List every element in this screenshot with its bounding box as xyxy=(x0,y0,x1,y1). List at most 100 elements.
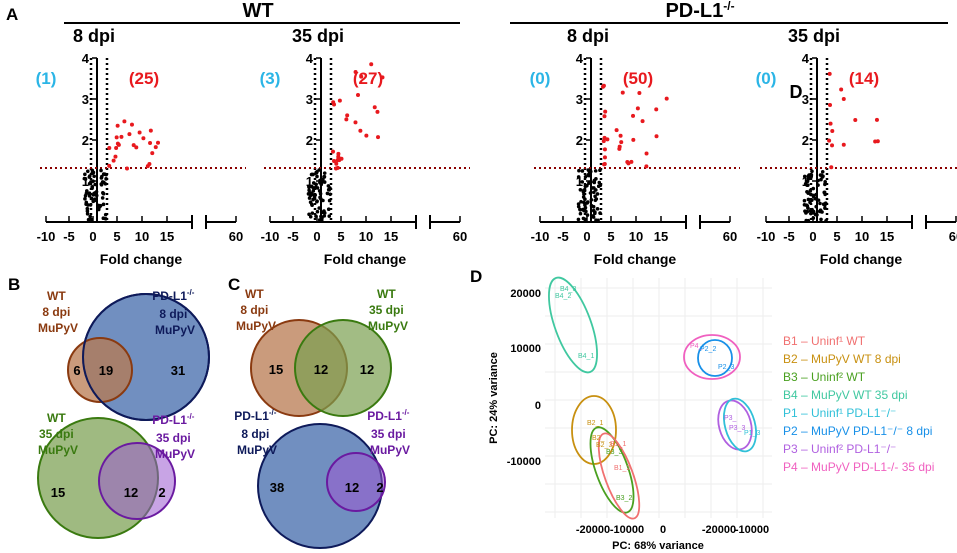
pca-point-label: B1_2 xyxy=(614,465,630,472)
volcano-point-ns xyxy=(596,184,601,189)
volcano-point-up xyxy=(337,98,342,103)
venn-c-top-right-circle xyxy=(294,319,392,417)
pca-point-label: B4_2 xyxy=(555,293,571,300)
pca-legend-item: P1 – Uninf¹ PD-L1⁻/⁻ xyxy=(783,406,896,420)
volcano-x-tick-label: 10 xyxy=(855,229,869,244)
volcano-point-up xyxy=(602,162,607,167)
volcano-point-ns xyxy=(326,207,331,212)
venn-c-bottom: PD-L1-/- 8 dpi MuPyV PD-L1-/- 35 dpi MuP… xyxy=(234,408,410,549)
volcano-up-count: (14) xyxy=(849,69,879,88)
volcano-x-axis-label: Fold change xyxy=(100,251,183,267)
volcano-point-ns xyxy=(103,182,108,186)
volcano-x-tick-label: 15 xyxy=(160,229,174,244)
volcano-point-ns xyxy=(328,186,332,190)
volcano-point-up xyxy=(150,151,155,156)
volcano-point-up xyxy=(114,135,119,140)
venn-b-bottom-right-label: PD-L1-/- 35 dpi MuPyV xyxy=(152,408,198,461)
volcano-y-tick-label: 4 xyxy=(576,51,584,66)
volcano-point-up xyxy=(827,138,832,143)
volcano-point-ns xyxy=(583,217,587,222)
volcano-point-ns xyxy=(809,211,813,216)
venn-b-top-right-label: PD-L1-/- 8 dpi MuPyV xyxy=(152,284,198,337)
volcano-point-up xyxy=(147,161,152,166)
volcano-point-ns xyxy=(313,185,318,190)
pca-y-tick: 20000 xyxy=(510,288,541,300)
volcano-point-ns xyxy=(818,201,822,206)
volcano-point-ns xyxy=(307,185,311,189)
volcano-point-ns xyxy=(82,176,87,181)
volcano-x-tick-label: -10 xyxy=(37,229,56,244)
volcano-point-up xyxy=(617,146,622,151)
volcano-point-ns xyxy=(594,177,598,181)
volcano-point-ns xyxy=(101,202,106,207)
volcano-x-tick-label: -10 xyxy=(757,229,776,244)
volcano-down-count: (1) xyxy=(36,69,57,88)
volcano-point-ns xyxy=(310,211,315,215)
venn-c-bottom-only-left: 38 xyxy=(270,480,284,495)
venn-b-bottom-overlap: 12 xyxy=(124,485,138,500)
pca-point-label: P3_ xyxy=(724,415,737,422)
volcano-point-ns xyxy=(805,204,810,208)
volcano-point-ns xyxy=(579,199,583,204)
venn-b-top-right-outline xyxy=(82,293,210,421)
volcano-x-tick-label: 5 xyxy=(113,229,120,244)
pca-point-label: B2_3 xyxy=(596,442,612,449)
venn-c-top-only-left: 15 xyxy=(269,362,283,377)
pca-x-tick: -10000 xyxy=(735,524,769,536)
volcano-point-up xyxy=(375,109,380,114)
volcano-point-ns xyxy=(811,216,816,220)
volcano-point-up xyxy=(353,120,358,125)
pca-legend: B1 – Uninf¹ WT B2 – MuPyV WT 8 dpi B3 – Un… xyxy=(783,334,934,474)
volcano-point-ns xyxy=(806,218,811,223)
volcano-point-ns xyxy=(589,197,594,202)
volcano-point-ns xyxy=(816,198,821,202)
pca-ellipse-b3 xyxy=(589,426,635,514)
volcano-point-ns xyxy=(596,218,600,223)
volcano-point-ns xyxy=(87,175,92,179)
volcano-plot-1: 8 dpi 1 2 3 4 -10 -5 0 5 10 15 60 Fold change (1) (25) xyxy=(36,26,246,267)
volcano-point-up xyxy=(331,149,336,154)
volcano-point-up xyxy=(601,139,606,144)
volcano-point-ns xyxy=(97,204,102,209)
volcano-point-up xyxy=(339,156,344,161)
volcano-point-up xyxy=(107,163,112,168)
volcano-point-up xyxy=(148,141,153,146)
volcano-point-ns xyxy=(90,171,95,176)
volcano-point-up xyxy=(336,151,341,156)
volcano-point-ns xyxy=(328,192,332,197)
volcano-point-ns xyxy=(325,191,330,196)
volcano-up-count: (25) xyxy=(129,69,159,88)
volcano-time-label: 8 dpi xyxy=(567,26,609,46)
pdl1-group-header: PD-L1-/- xyxy=(665,0,734,22)
volcano-x-tick-label: 15 xyxy=(880,229,894,244)
pca-ellipse-b4 xyxy=(548,276,598,374)
volcano-y-tick-label: 2 xyxy=(576,133,583,148)
volcano-point-ns xyxy=(86,217,91,222)
volcano-point-ns xyxy=(809,173,814,177)
volcano-point-ns xyxy=(311,189,316,193)
volcano-point-ns xyxy=(820,169,825,174)
volcano-point-ns xyxy=(823,206,827,210)
venn-c-bottom-right-circle xyxy=(326,452,386,512)
volcano-point-ns xyxy=(89,196,94,201)
volcano-point-up xyxy=(853,118,858,123)
pca-ellipse-p4 xyxy=(683,334,741,380)
pca-point-label: P2_2 xyxy=(700,346,716,353)
volcano-point-ns xyxy=(576,217,581,222)
volcano-point-up xyxy=(828,121,833,126)
volcano-y-tick-label: 1 xyxy=(82,174,89,189)
venn-b-bottom: WT 35 dpi MuPyV PD-L1-/- 35 dpi MuPyV 15… xyxy=(37,408,198,539)
volcano-x-tick-label: 60 xyxy=(229,229,243,244)
volcano-x-tick-label: 5 xyxy=(833,229,840,244)
volcano-point-ns xyxy=(587,173,592,177)
pca-legend-item: B3 – Uninf² WT xyxy=(783,370,866,384)
pca-point-label: P1_3 xyxy=(744,430,760,437)
volcano-point-ns xyxy=(307,212,311,217)
volcano-x-tick-label: -5 xyxy=(287,229,299,244)
volcano-point-ns xyxy=(320,210,324,215)
volcano-point-ns xyxy=(99,168,103,173)
volcano-point-up xyxy=(334,166,339,171)
volcano-point-up xyxy=(828,102,833,107)
volcano-point-ns xyxy=(598,211,602,215)
